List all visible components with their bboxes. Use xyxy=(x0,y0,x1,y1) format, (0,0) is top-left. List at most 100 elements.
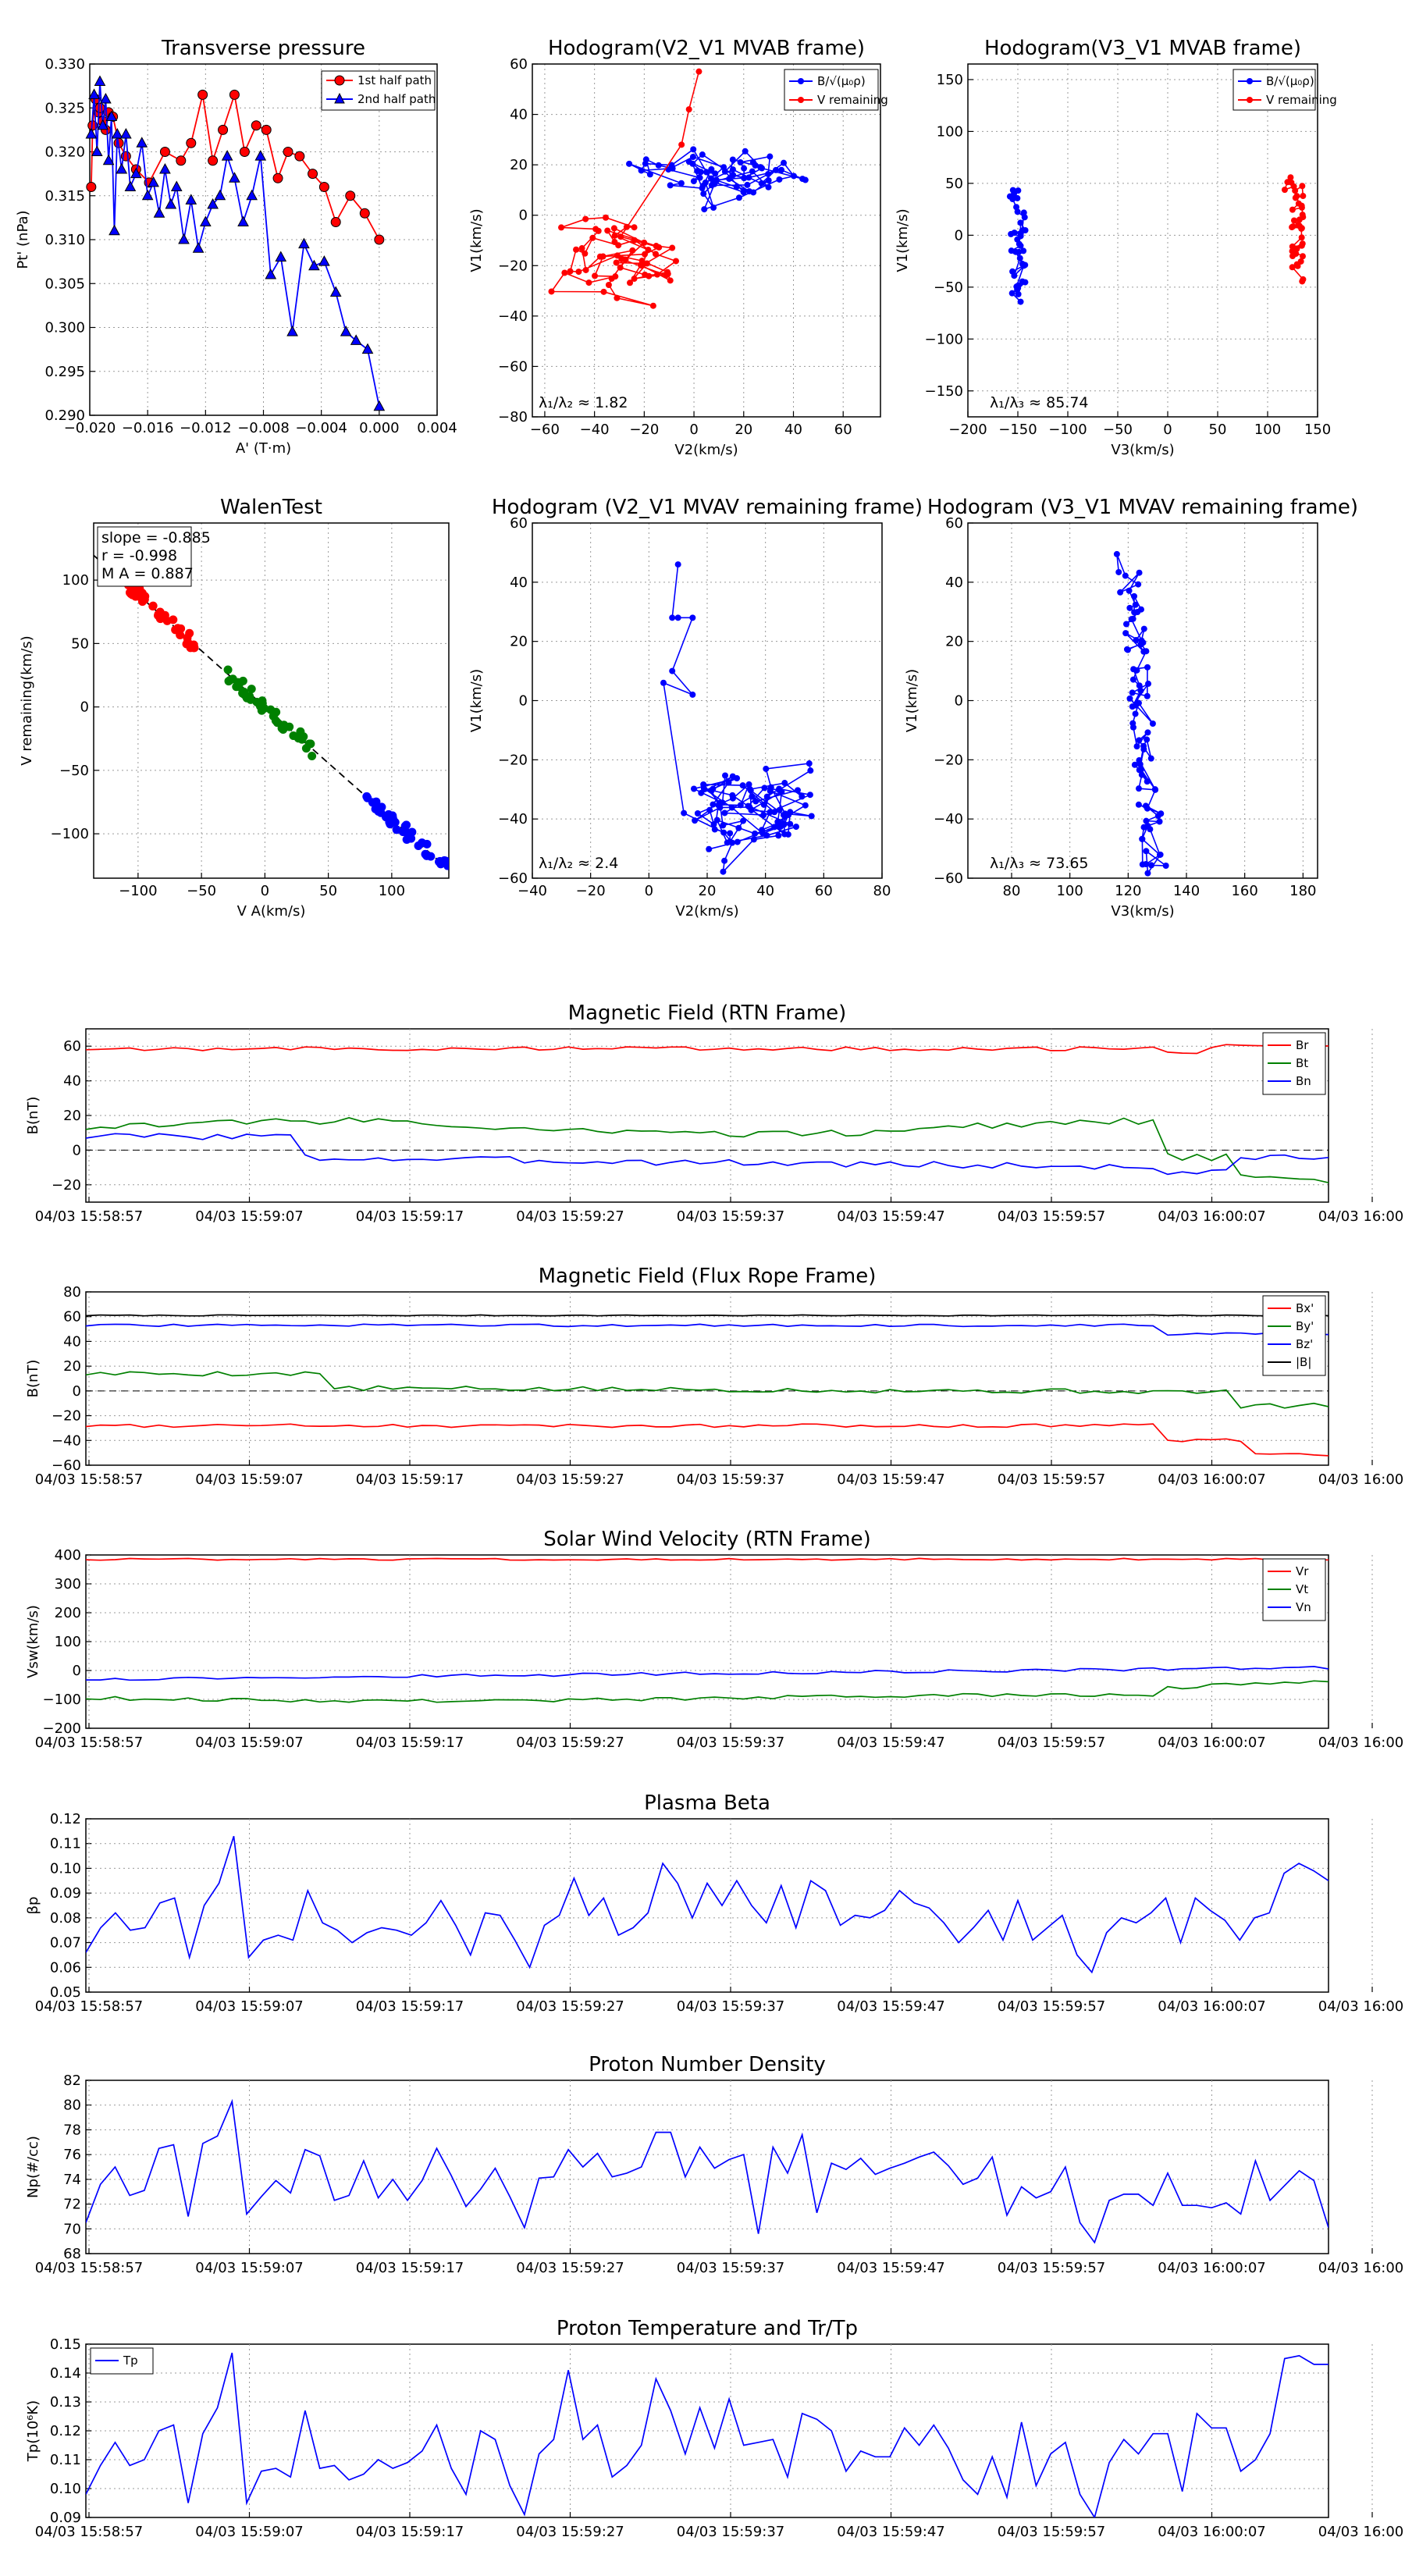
y-tick-label: 0.330 xyxy=(44,56,85,73)
data-point xyxy=(407,834,416,843)
series-line xyxy=(86,2098,1329,2244)
data-point xyxy=(781,821,788,828)
y-tick-label: 0.14 xyxy=(50,2365,81,2382)
data-point xyxy=(1126,604,1133,611)
data-point xyxy=(596,253,603,260)
data-point xyxy=(361,343,374,354)
x-tick-label: 150 xyxy=(1304,422,1331,438)
legend-marker xyxy=(1247,78,1253,84)
x-tick-label: −0.020 xyxy=(64,420,116,436)
y-tick-label: 0 xyxy=(519,208,528,224)
data-point xyxy=(1144,729,1151,736)
data-point xyxy=(169,615,178,624)
legend-label: Bz' xyxy=(1296,1337,1313,1351)
data-point xyxy=(631,224,638,231)
data-point xyxy=(1015,285,1022,292)
plot-frame xyxy=(93,522,450,879)
data-point xyxy=(257,706,266,715)
y-tick-label: 40 xyxy=(945,575,963,591)
legend: Bx' By' Bz' |B| xyxy=(1262,1295,1326,1376)
data-point xyxy=(176,631,185,640)
y-tick-label: 20 xyxy=(510,157,528,173)
x-tick-label: 60 xyxy=(815,883,833,899)
data-point xyxy=(1132,710,1139,717)
series-line xyxy=(86,1117,1329,1183)
data-point xyxy=(717,799,724,806)
data-point xyxy=(275,251,287,262)
y-tick-label: 0.07 xyxy=(50,1935,81,1952)
y-tick-label: 0.06 xyxy=(50,1959,81,1976)
time-tick-label: 04/03 16:00:07 xyxy=(1158,1735,1265,1751)
plot-frame xyxy=(85,1554,1329,1729)
data-point xyxy=(165,197,177,209)
y-tick-label: 0 xyxy=(519,693,528,710)
legend-label: Br xyxy=(1296,1038,1309,1052)
chart-np: Proton Number Density 68 70 72 74 76 78 80 82 Np(… xyxy=(25,2053,1405,2276)
time-tick-label: 04/03 15:59:47 xyxy=(837,1998,944,2015)
data-point xyxy=(170,180,183,191)
chart-title: Hodogram(V3_V1 MVAB frame) xyxy=(984,37,1301,60)
data-point xyxy=(1020,209,1027,216)
time-tick-label: 04/03 15:59:27 xyxy=(516,2524,624,2540)
data-point xyxy=(159,162,171,174)
data-point xyxy=(279,724,288,734)
data-point xyxy=(1008,230,1015,237)
time-tick-label: 04/03 15:59:47 xyxy=(837,2524,944,2540)
x-axis-label: V3(km/s) xyxy=(1111,903,1174,920)
data-point xyxy=(120,127,132,139)
legend-label: 2nd half path xyxy=(357,92,436,106)
x-tick-label: −0.008 xyxy=(237,420,290,436)
data-point xyxy=(582,215,589,222)
y-tick-label: −60 xyxy=(52,1457,81,1474)
data-point xyxy=(1022,227,1029,234)
data-point xyxy=(776,176,783,183)
plot-frame xyxy=(967,63,1318,418)
data-point xyxy=(1113,550,1120,557)
x-tick-label: 180 xyxy=(1289,883,1316,899)
data-point xyxy=(1298,202,1305,209)
data-point xyxy=(669,614,676,621)
data-point xyxy=(655,162,662,169)
y-tick-label: −100 xyxy=(43,1692,81,1708)
data-point xyxy=(600,288,607,295)
y-tick-label: 80 xyxy=(63,2097,81,2114)
data-point xyxy=(617,264,624,271)
series-group xyxy=(86,1323,1329,1336)
data-point xyxy=(712,170,719,177)
y-tick-label: −50 xyxy=(59,763,89,779)
time-tick-label: 04/03 15:59:47 xyxy=(837,1471,944,1488)
y-tick-label: 100 xyxy=(55,1634,81,1650)
time-tick-label: 04/03 16:00:07 xyxy=(1158,1998,1265,2015)
y-tick-label: −40 xyxy=(498,811,528,827)
data-point xyxy=(740,189,747,196)
data-point xyxy=(1009,268,1016,275)
data-point xyxy=(1132,601,1139,608)
data-point xyxy=(695,68,702,75)
data-point xyxy=(1137,687,1144,694)
data-point xyxy=(673,258,680,265)
time-tick-label: 04/03 15:58:57 xyxy=(35,2524,143,2540)
data-point xyxy=(247,685,256,694)
data-point xyxy=(1143,817,1150,824)
y-tick-label: 0.310 xyxy=(44,232,85,248)
data-point xyxy=(685,106,692,113)
time-tick-label: 04/03 15:59:07 xyxy=(195,2260,303,2276)
y-tick-label: 0 xyxy=(955,227,963,244)
data-point xyxy=(710,820,717,827)
data-point xyxy=(186,137,197,148)
data-point xyxy=(308,259,320,271)
data-point xyxy=(304,739,314,749)
data-point xyxy=(725,779,732,786)
data-point xyxy=(760,812,767,819)
series-group xyxy=(1281,174,1307,285)
data-point xyxy=(388,811,397,820)
y-tick-label: 20 xyxy=(510,634,528,650)
time-tick-label: 04/03 15:59:07 xyxy=(195,1735,303,1751)
data-point xyxy=(298,237,310,249)
data-point xyxy=(1289,206,1296,213)
plot-frame xyxy=(85,2080,1329,2254)
data-point xyxy=(758,180,765,187)
data-point xyxy=(561,269,568,276)
y-tick-label: −100 xyxy=(51,826,89,842)
y-tick-label: −40 xyxy=(498,308,528,325)
